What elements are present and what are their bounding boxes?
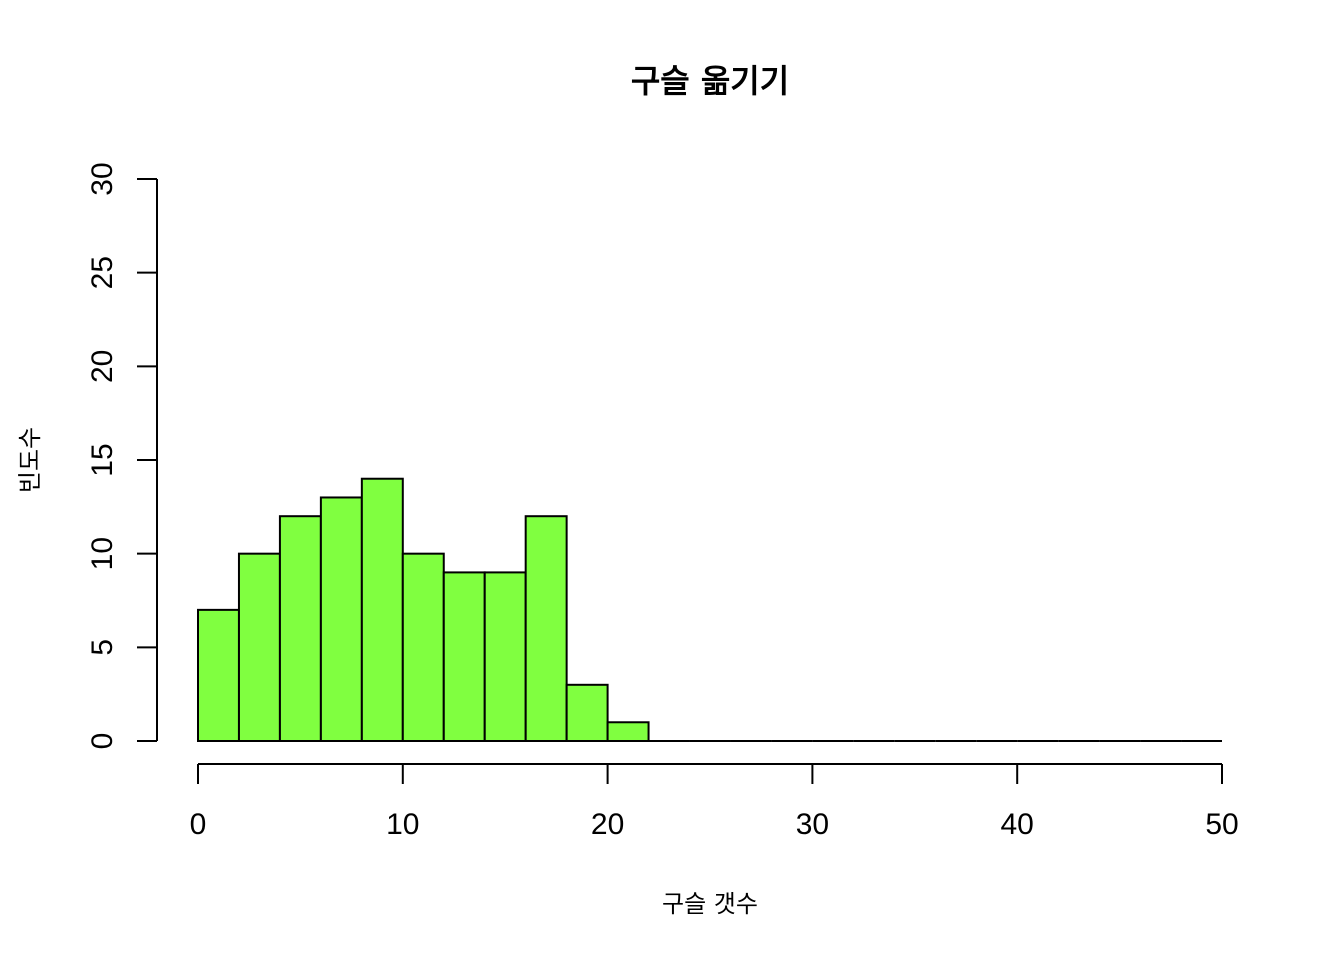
- y-tick-label: 15: [86, 443, 119, 476]
- histogram-bar: [606, 721, 650, 742]
- y-tick-label: 0: [86, 733, 119, 750]
- x-tick-label: 10: [386, 808, 419, 841]
- histogram-bar: [524, 515, 568, 743]
- y-tick-label: 30: [86, 162, 119, 195]
- y-tick-label: 5: [86, 639, 119, 656]
- y-axis-label: 빈도수: [16, 427, 44, 493]
- histogram-bar: [319, 496, 363, 743]
- x-tick-label: 0: [190, 808, 207, 841]
- histogram-bar: [401, 552, 445, 743]
- histogram-bar: [565, 683, 609, 742]
- histogram-bar: [483, 571, 527, 743]
- chart-title: 구슬 옮기기: [631, 62, 789, 100]
- x-tick-label: 30: [796, 808, 829, 841]
- x-tick-label: 50: [1205, 808, 1238, 841]
- x-tick-label: 20: [591, 808, 624, 841]
- bars-group: [197, 477, 1222, 743]
- histogram-bar: [360, 477, 404, 742]
- histogram-bar: [237, 552, 281, 743]
- histogram-bar: [442, 571, 486, 743]
- x-axis: 0 10 20 30 40 50: [190, 763, 1239, 841]
- histogram-bar: [278, 515, 322, 743]
- x-axis-label: 구슬 갯수: [662, 890, 758, 918]
- y-tick-label: 25: [86, 256, 119, 289]
- x-tick-label: 40: [1001, 808, 1034, 841]
- histogram-bar: [197, 608, 240, 742]
- y-tick-label: 20: [86, 350, 119, 383]
- y-axis: 0 5 10 15 20 25 30: [86, 162, 158, 750]
- y-tick-label: 10: [86, 537, 119, 570]
